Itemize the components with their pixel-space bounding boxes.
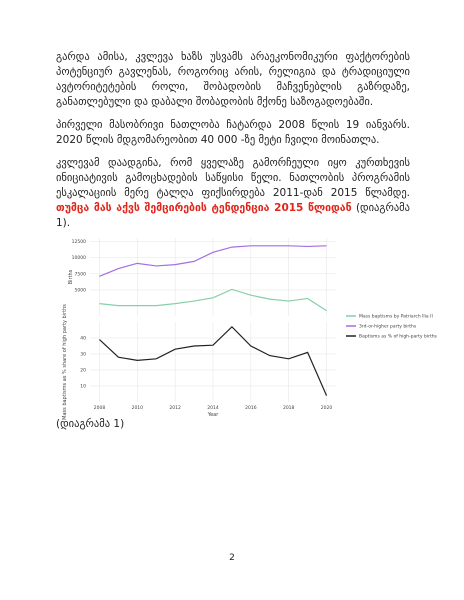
paragraph: გარდა ამისა, კვლევა ხაზს უსვამს არაეკონო… [56,51,410,108]
y-tick-label: 40 [80,336,86,342]
x-axis-label: Year [207,412,220,418]
series-line [99,245,327,277]
figure: 5000 7500 10000 12500 Births 10 20 30 40 Mass bap… [62,238,438,420]
series-line [99,288,327,312]
x-tick-label: 2012 [169,405,181,411]
y-tick-label: 7500 [75,271,87,277]
legend-label: 3rd-or-higher party births [359,324,417,330]
y-tick-label: 10 [80,384,86,390]
page-number: 2 [229,553,235,563]
highlight: თუმცა მას აქვს შემცირების ტენდენცია 2015… [56,202,352,214]
body-text: გარდა ამისა, კვლევა ხაზს უსვამს არაეკონო… [56,50,410,239]
paragraph: კვლევამ დაადგინა, რომ ყველაზე გამორჩეული… [56,156,410,231]
y-tick-label: 5000 [75,288,87,294]
x-tick-label: 2014 [207,405,219,411]
series-line [99,325,328,396]
reference: (დიაგრამა 1). [56,202,410,229]
x-tick-label: 2016 [245,405,257,411]
x-tick-label: 2018 [283,405,295,411]
x-tick-label: 2010 [132,405,144,411]
y-tick-label: 10000 [72,255,86,261]
y-axis-label: Mass baptisms as % share of high party b… [62,304,68,420]
y-axis-label: Births [68,269,74,284]
y-tick-label: 30 [80,352,86,358]
legend-label: Mass baptisms by Patriarch Ilia II [359,314,433,320]
y-tick-label: 20 [80,368,86,374]
x-tick-label: 2020 [321,405,333,411]
caption: (დიაგრამა 1) [56,418,125,430]
paragraph-text: კვლევამ დაადგინა, რომ ყველაზე გამორჩეული… [56,157,410,199]
paragraph: პირველი მასობრივი ნათლობა ჩატარდა 2008 წ… [56,119,410,146]
y-tick-label: 12500 [72,239,86,245]
legend-label: Baptisms as % of high-party births [359,334,438,340]
x-tick-label: 2008 [94,405,106,411]
